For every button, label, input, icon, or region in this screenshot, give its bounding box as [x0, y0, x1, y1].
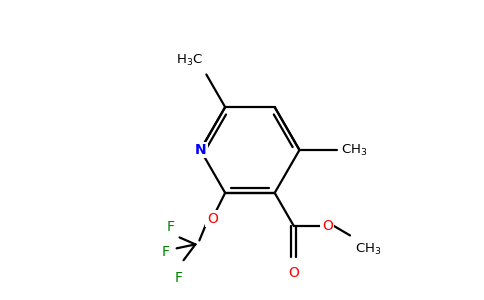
Text: O: O	[207, 212, 218, 226]
Text: O: O	[288, 266, 299, 280]
Text: O: O	[322, 218, 333, 233]
Text: F: F	[175, 271, 182, 285]
Text: CH$_3$: CH$_3$	[341, 142, 367, 158]
Text: N: N	[195, 143, 206, 157]
Text: F: F	[162, 245, 170, 259]
Text: H$_3$C: H$_3$C	[177, 52, 203, 68]
Text: F: F	[166, 220, 175, 233]
Text: CH$_3$: CH$_3$	[355, 242, 381, 257]
